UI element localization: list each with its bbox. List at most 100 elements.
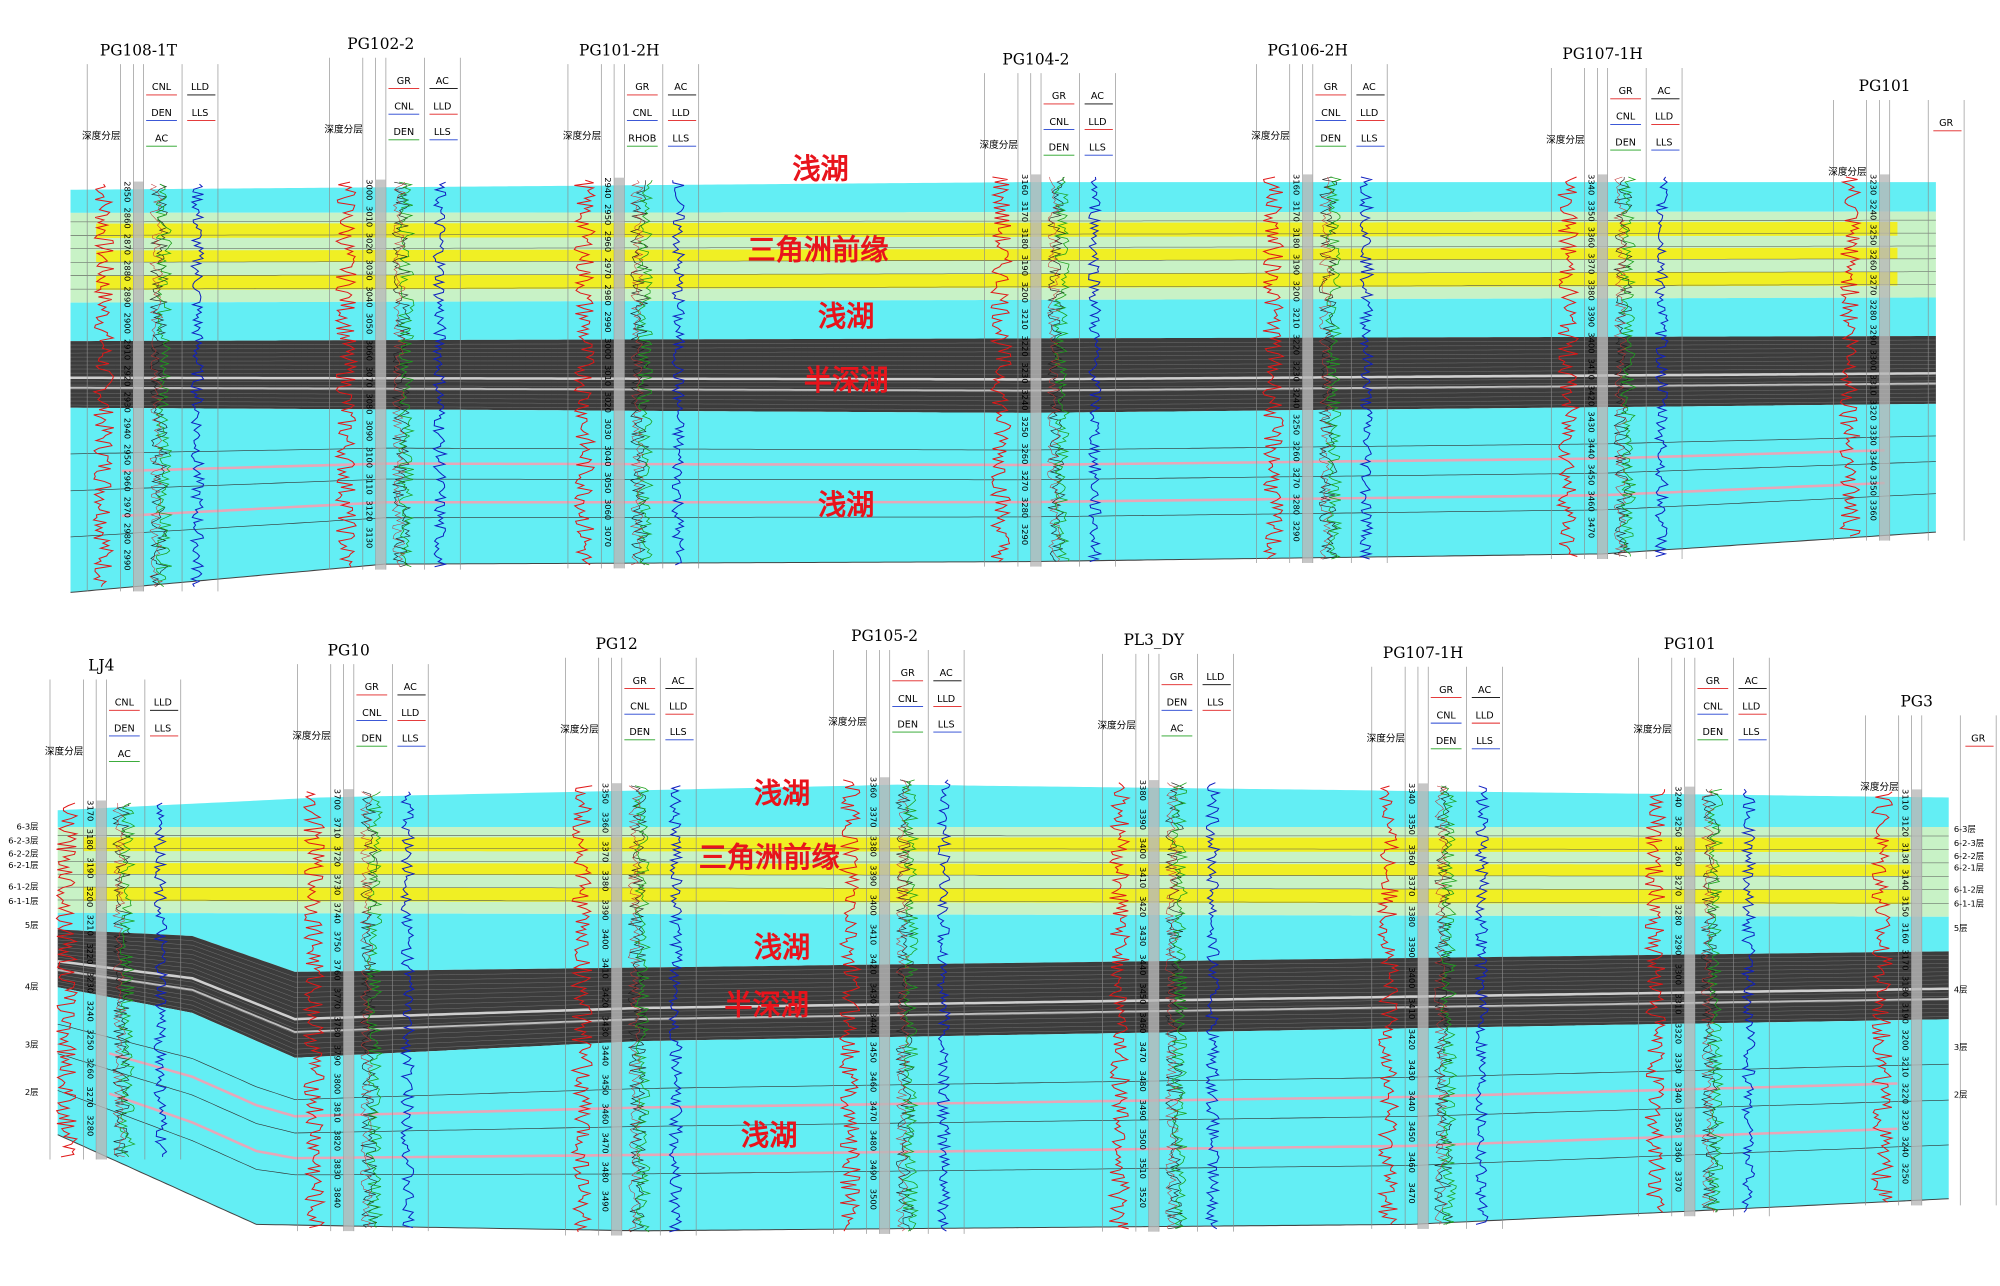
- shallow-lake-top: [57, 784, 1949, 827]
- depth-label: 2940: [603, 177, 613, 198]
- depth-label: 3040: [603, 445, 613, 466]
- den-curve: [901, 779, 920, 1232]
- depth-label: 3230: [1869, 174, 1879, 195]
- well-name: PG102-2: [347, 35, 414, 53]
- depth-label: 3460: [601, 1103, 611, 1124]
- well-name: PG101: [1859, 77, 1911, 95]
- depth-label: 3010: [603, 365, 613, 386]
- zone-column: [96, 800, 107, 1160]
- depth-label: 3070: [603, 526, 613, 547]
- depth-label: 3480: [1138, 1071, 1148, 1092]
- cnl-curve: [1047, 176, 1067, 562]
- mudstone-line: [57, 936, 1949, 983]
- curve-header: LLS: [670, 727, 687, 738]
- depth-label: 3720: [333, 846, 343, 867]
- curve-header: LLD: [1360, 108, 1378, 119]
- depth-label: 3340: [1407, 783, 1417, 804]
- lld-curve: [1473, 785, 1490, 1225]
- sand-body: [96, 247, 1898, 263]
- depth-label: 2920: [122, 365, 132, 386]
- depth-label: 3210: [1901, 1056, 1911, 1077]
- cnl-curve: [391, 181, 412, 568]
- depth-label: 3120: [1901, 816, 1911, 837]
- depth-label: 3210: [85, 915, 95, 936]
- depth-track-label: 深度分层: [1546, 134, 1585, 146]
- depth-label: 3370: [1407, 875, 1417, 896]
- gr-curve: [569, 785, 593, 1233]
- curve-header: LLD: [1655, 112, 1673, 123]
- depth-label: 2980: [122, 523, 132, 544]
- depth-label: 3430: [1138, 925, 1148, 946]
- depth-label: 3400: [869, 895, 879, 916]
- curve-header: LLD: [433, 101, 451, 112]
- depth-label: 3340: [1674, 1082, 1684, 1103]
- gr-curve: [1870, 791, 1895, 1203]
- curve-header: CNL: [152, 82, 172, 93]
- mudstone-line: [57, 970, 1949, 1034]
- ac-curve: [149, 183, 164, 587]
- depth-label: 3420: [869, 953, 879, 974]
- lld-curve: [671, 180, 686, 566]
- curve-header: LLD: [669, 701, 687, 712]
- depth-label: 3280: [1674, 905, 1684, 926]
- mudstone-line: [57, 953, 1949, 1009]
- curve-header: GR: [365, 682, 379, 693]
- depth-label: 3300: [1674, 964, 1684, 985]
- depth-label: 3220: [85, 943, 95, 964]
- depth-label: 3020: [603, 392, 613, 413]
- bottom-line: [57, 1134, 1949, 1232]
- curve-header: LLD: [154, 698, 172, 709]
- depth-label: 3390: [1587, 306, 1597, 327]
- depth-label: 3260: [1020, 443, 1030, 464]
- depth-label: 3170: [1901, 949, 1911, 970]
- ac-curve: [1318, 176, 1333, 560]
- den-curve: [365, 791, 384, 1228]
- curve-header: CNL: [115, 698, 135, 709]
- depth-track-label: 深度分层: [1367, 733, 1406, 745]
- gr-curve: [1262, 176, 1285, 560]
- lld-curve: [432, 181, 448, 568]
- depth-label: 3240: [1901, 1136, 1911, 1157]
- zone-column: [1911, 789, 1922, 1206]
- depth-label: 3290: [1869, 324, 1879, 345]
- depth-label: 3390: [601, 899, 611, 920]
- depth-label: 3260: [1674, 845, 1684, 866]
- depth-label: 3490: [601, 1191, 611, 1212]
- depth-label: 3410: [1587, 359, 1597, 380]
- curve-header: GR: [1324, 82, 1338, 93]
- depth-label: 3380: [1587, 280, 1597, 301]
- gr-curve: [334, 181, 359, 568]
- curve-header: DEN: [897, 719, 918, 730]
- depth-label: 3350: [601, 783, 611, 804]
- facies-label: 三角洲前缘: [699, 841, 840, 874]
- ac-curve: [112, 803, 127, 1158]
- depth-label: 3470: [601, 1132, 611, 1153]
- depth-label: 3250: [1020, 416, 1030, 437]
- depth-label: 3040: [365, 286, 375, 307]
- depth-label: 3340: [1869, 450, 1879, 471]
- depth-label: 3240: [1674, 786, 1684, 807]
- depth-label: 3200: [1020, 282, 1030, 303]
- depth-label: 3790: [333, 1045, 343, 1066]
- depth-label: 2950: [603, 204, 613, 225]
- marker-bed: [57, 960, 1949, 1021]
- facies-label: 三角洲前缘: [747, 233, 888, 266]
- shallow-lake-bottom: [57, 987, 1949, 1231]
- depth-label: 3820: [333, 1130, 343, 1151]
- zone-column: [343, 789, 354, 1232]
- well-name: PG108-1T: [100, 41, 178, 59]
- depth-label: 3800: [333, 1073, 343, 1094]
- den-curve: [633, 785, 652, 1233]
- depth-label: 3350: [1674, 1112, 1684, 1133]
- curve-header: RHOB: [628, 134, 656, 145]
- depth-label: 3230: [1292, 361, 1302, 382]
- gr-curve: [1838, 176, 1862, 537]
- zone-column: [1684, 786, 1695, 1217]
- facies-label: 浅湖: [818, 488, 874, 521]
- mudstone-line: [57, 939, 1949, 988]
- zone-column: [1030, 174, 1042, 567]
- ac-curve: [627, 785, 642, 1233]
- facies-label: 半深湖: [804, 364, 889, 397]
- lld-curve: [189, 183, 206, 587]
- sand-body: [83, 837, 1911, 853]
